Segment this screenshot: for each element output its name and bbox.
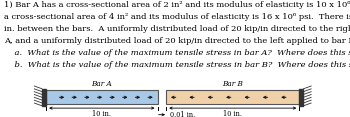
Text: 10 in.: 10 in.: [92, 110, 111, 117]
Text: a.  What is the value of the maximum tensile stress in bar A?  Where does this s: a. What is the value of the maximum tens…: [4, 49, 350, 57]
Bar: [42, 89, 46, 106]
Bar: [299, 89, 303, 106]
Text: in. between the bars.  A uniformly distributed load of 20 kip/in directed to the: in. between the bars. A uniformly distri…: [4, 25, 350, 33]
Text: 0.01 in.: 0.01 in.: [170, 111, 196, 117]
Text: 1) Bar A has a cross-sectional area of 2 in² and its modulus of elasticity is 10: 1) Bar A has a cross-sectional area of 2…: [4, 2, 350, 9]
Text: a cross-sectional area of 4 in² and its modulus of elasticity is 16 x 10⁶ psi.  : a cross-sectional area of 4 in² and its …: [4, 13, 350, 21]
Text: 10 in.: 10 in.: [223, 110, 242, 117]
Text: b.  What is the value of the maximum tensile stress in bar B?  Where does this s: b. What is the value of the maximum tens…: [4, 61, 350, 69]
Text: Bar A: Bar A: [91, 80, 112, 88]
Bar: [166, 90, 299, 104]
Text: A, and a uniformly distributed load of 20 kip/in directed to the left applied to: A, and a uniformly distributed load of 2…: [4, 37, 350, 45]
Bar: [46, 90, 158, 104]
Text: Bar B: Bar B: [222, 80, 243, 88]
